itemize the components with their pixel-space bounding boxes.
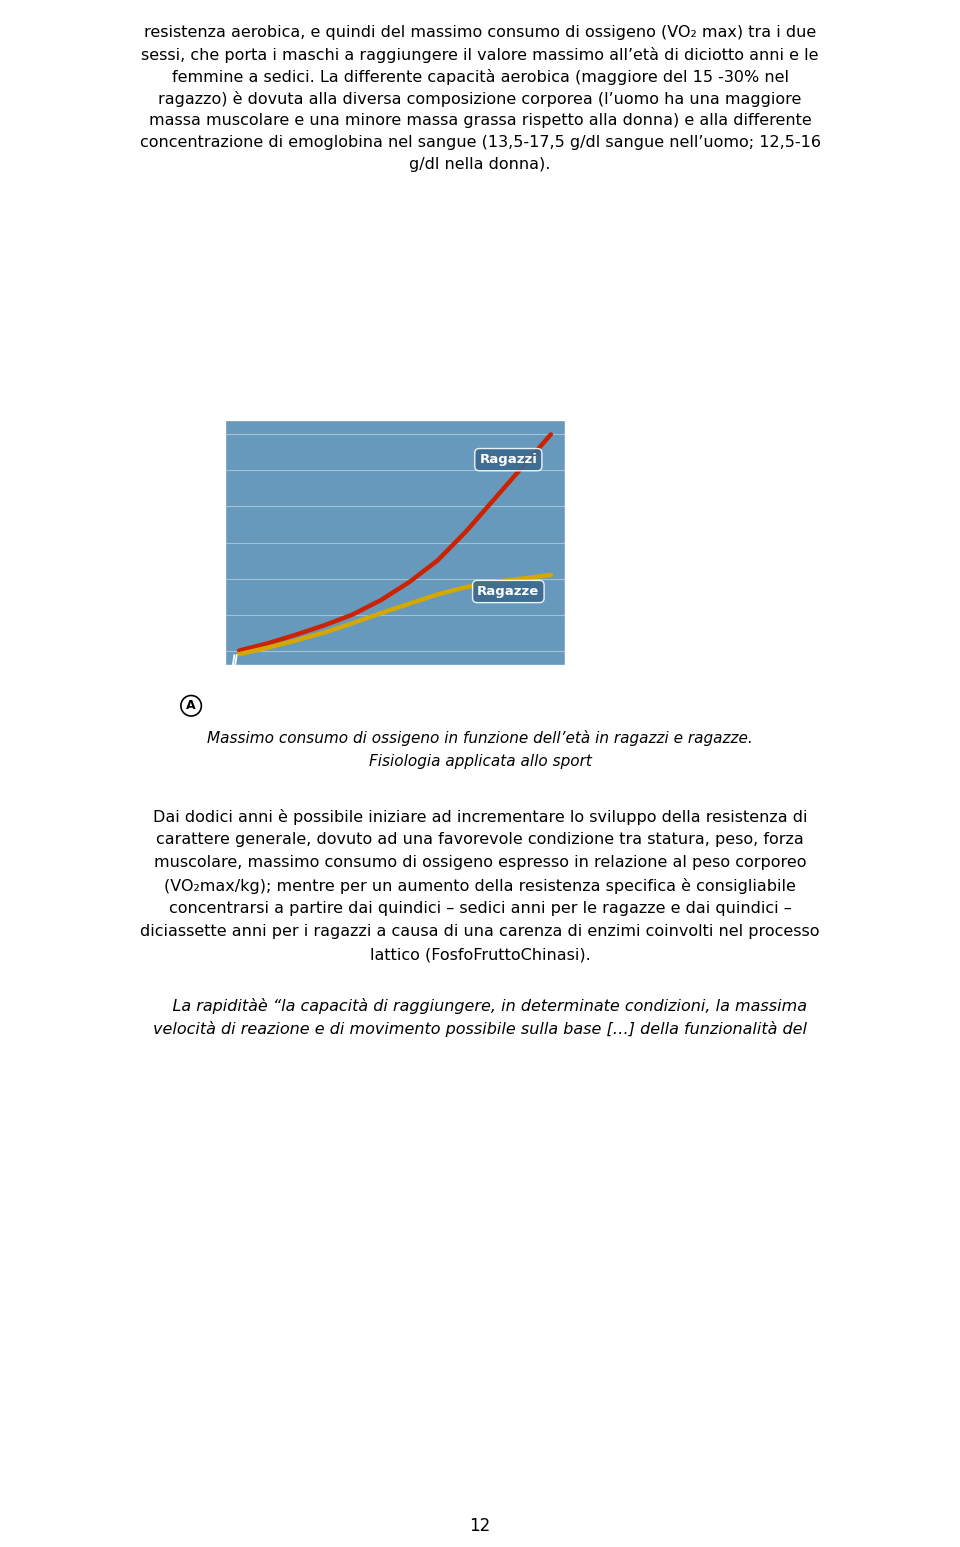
Text: La rapiditàè “la capacità di raggiungere, in determinate condizioni, la massima: La rapiditàè “la capacità di raggiungere…	[153, 998, 807, 1013]
Text: Massimo consumo di ossigeno
(L · min⁻¹): Massimo consumo di ossigeno (L · min⁻¹)	[176, 458, 206, 657]
Text: lattico (FosfoFruttoChinasi).: lattico (FosfoFruttoChinasi).	[370, 947, 590, 962]
Text: diciassette anni per i ragazzi a causa di una carenza di enzimi coinvolti nel pr: diciassette anni per i ragazzi a causa d…	[140, 924, 820, 939]
Text: sessi, che porta i maschi a raggiungere il valore massimo all’età di diciotto an: sessi, che porta i maschi a raggiungere …	[141, 46, 819, 63]
Text: (VO₂max/kg); mentre per un aumento della resistenza specifica è consigliabile: (VO₂max/kg); mentre per un aumento della…	[164, 879, 796, 894]
Text: A: A	[186, 699, 196, 712]
Text: velocità di reazione e di movimento possibile sulla base […] della funzionalità : velocità di reazione e di movimento poss…	[153, 1021, 807, 1036]
Text: 12: 12	[469, 1516, 491, 1535]
Text: concentrarsi a partire dai quindici – sedici anni per le ragazze e dai quindici : concentrarsi a partire dai quindici – se…	[169, 900, 791, 916]
Text: resistenza aerobica, e quindi del massimo consumo di ossigeno (VO₂ max) tra i du: resistenza aerobica, e quindi del massim…	[144, 25, 816, 40]
Text: Massimo consumo di ossigeno in funzione dell’età in ragazzi e ragazze.: Massimo consumo di ossigeno in funzione …	[207, 730, 753, 746]
Text: concentrazione di emoglobina nel sangue (13,5-17,5 g/dl sangue nell’uomo; 12,5-1: concentrazione di emoglobina nel sangue …	[139, 135, 821, 150]
Text: Dai dodici anni è possibile iniziare ad incrementare lo sviluppo della resistenz: Dai dodici anni è possibile iniziare ad …	[153, 809, 807, 825]
Text: carattere generale, dovuto ad una favorevole condizione tra statura, peso, forza: carattere generale, dovuto ad una favore…	[156, 832, 804, 848]
Text: muscolare, massimo consumo di ossigeno espresso in relazione al peso corporeo: muscolare, massimo consumo di ossigeno e…	[154, 855, 806, 869]
X-axis label: Età (anni): Età (anni)	[356, 695, 434, 709]
Text: massa muscolare e una minore massa grassa rispetto alla donna) e alla differente: massa muscolare e una minore massa grass…	[149, 113, 811, 128]
Text: femmine a sedici. La differente capacità aerobica (maggiore del 15 -30% nel: femmine a sedici. La differente capacità…	[172, 70, 788, 85]
Text: ragazzo) è dovuta alla diversa composizione corporea (l’uomo ha una maggiore: ragazzo) è dovuta alla diversa composizi…	[158, 91, 802, 107]
Text: Ragazze: Ragazze	[477, 585, 540, 599]
Text: Ragazzi: Ragazzi	[479, 453, 538, 466]
Text: g/dl nella donna).: g/dl nella donna).	[409, 156, 551, 172]
Text: Fisiologia applicata allo sport: Fisiologia applicata allo sport	[369, 753, 591, 769]
